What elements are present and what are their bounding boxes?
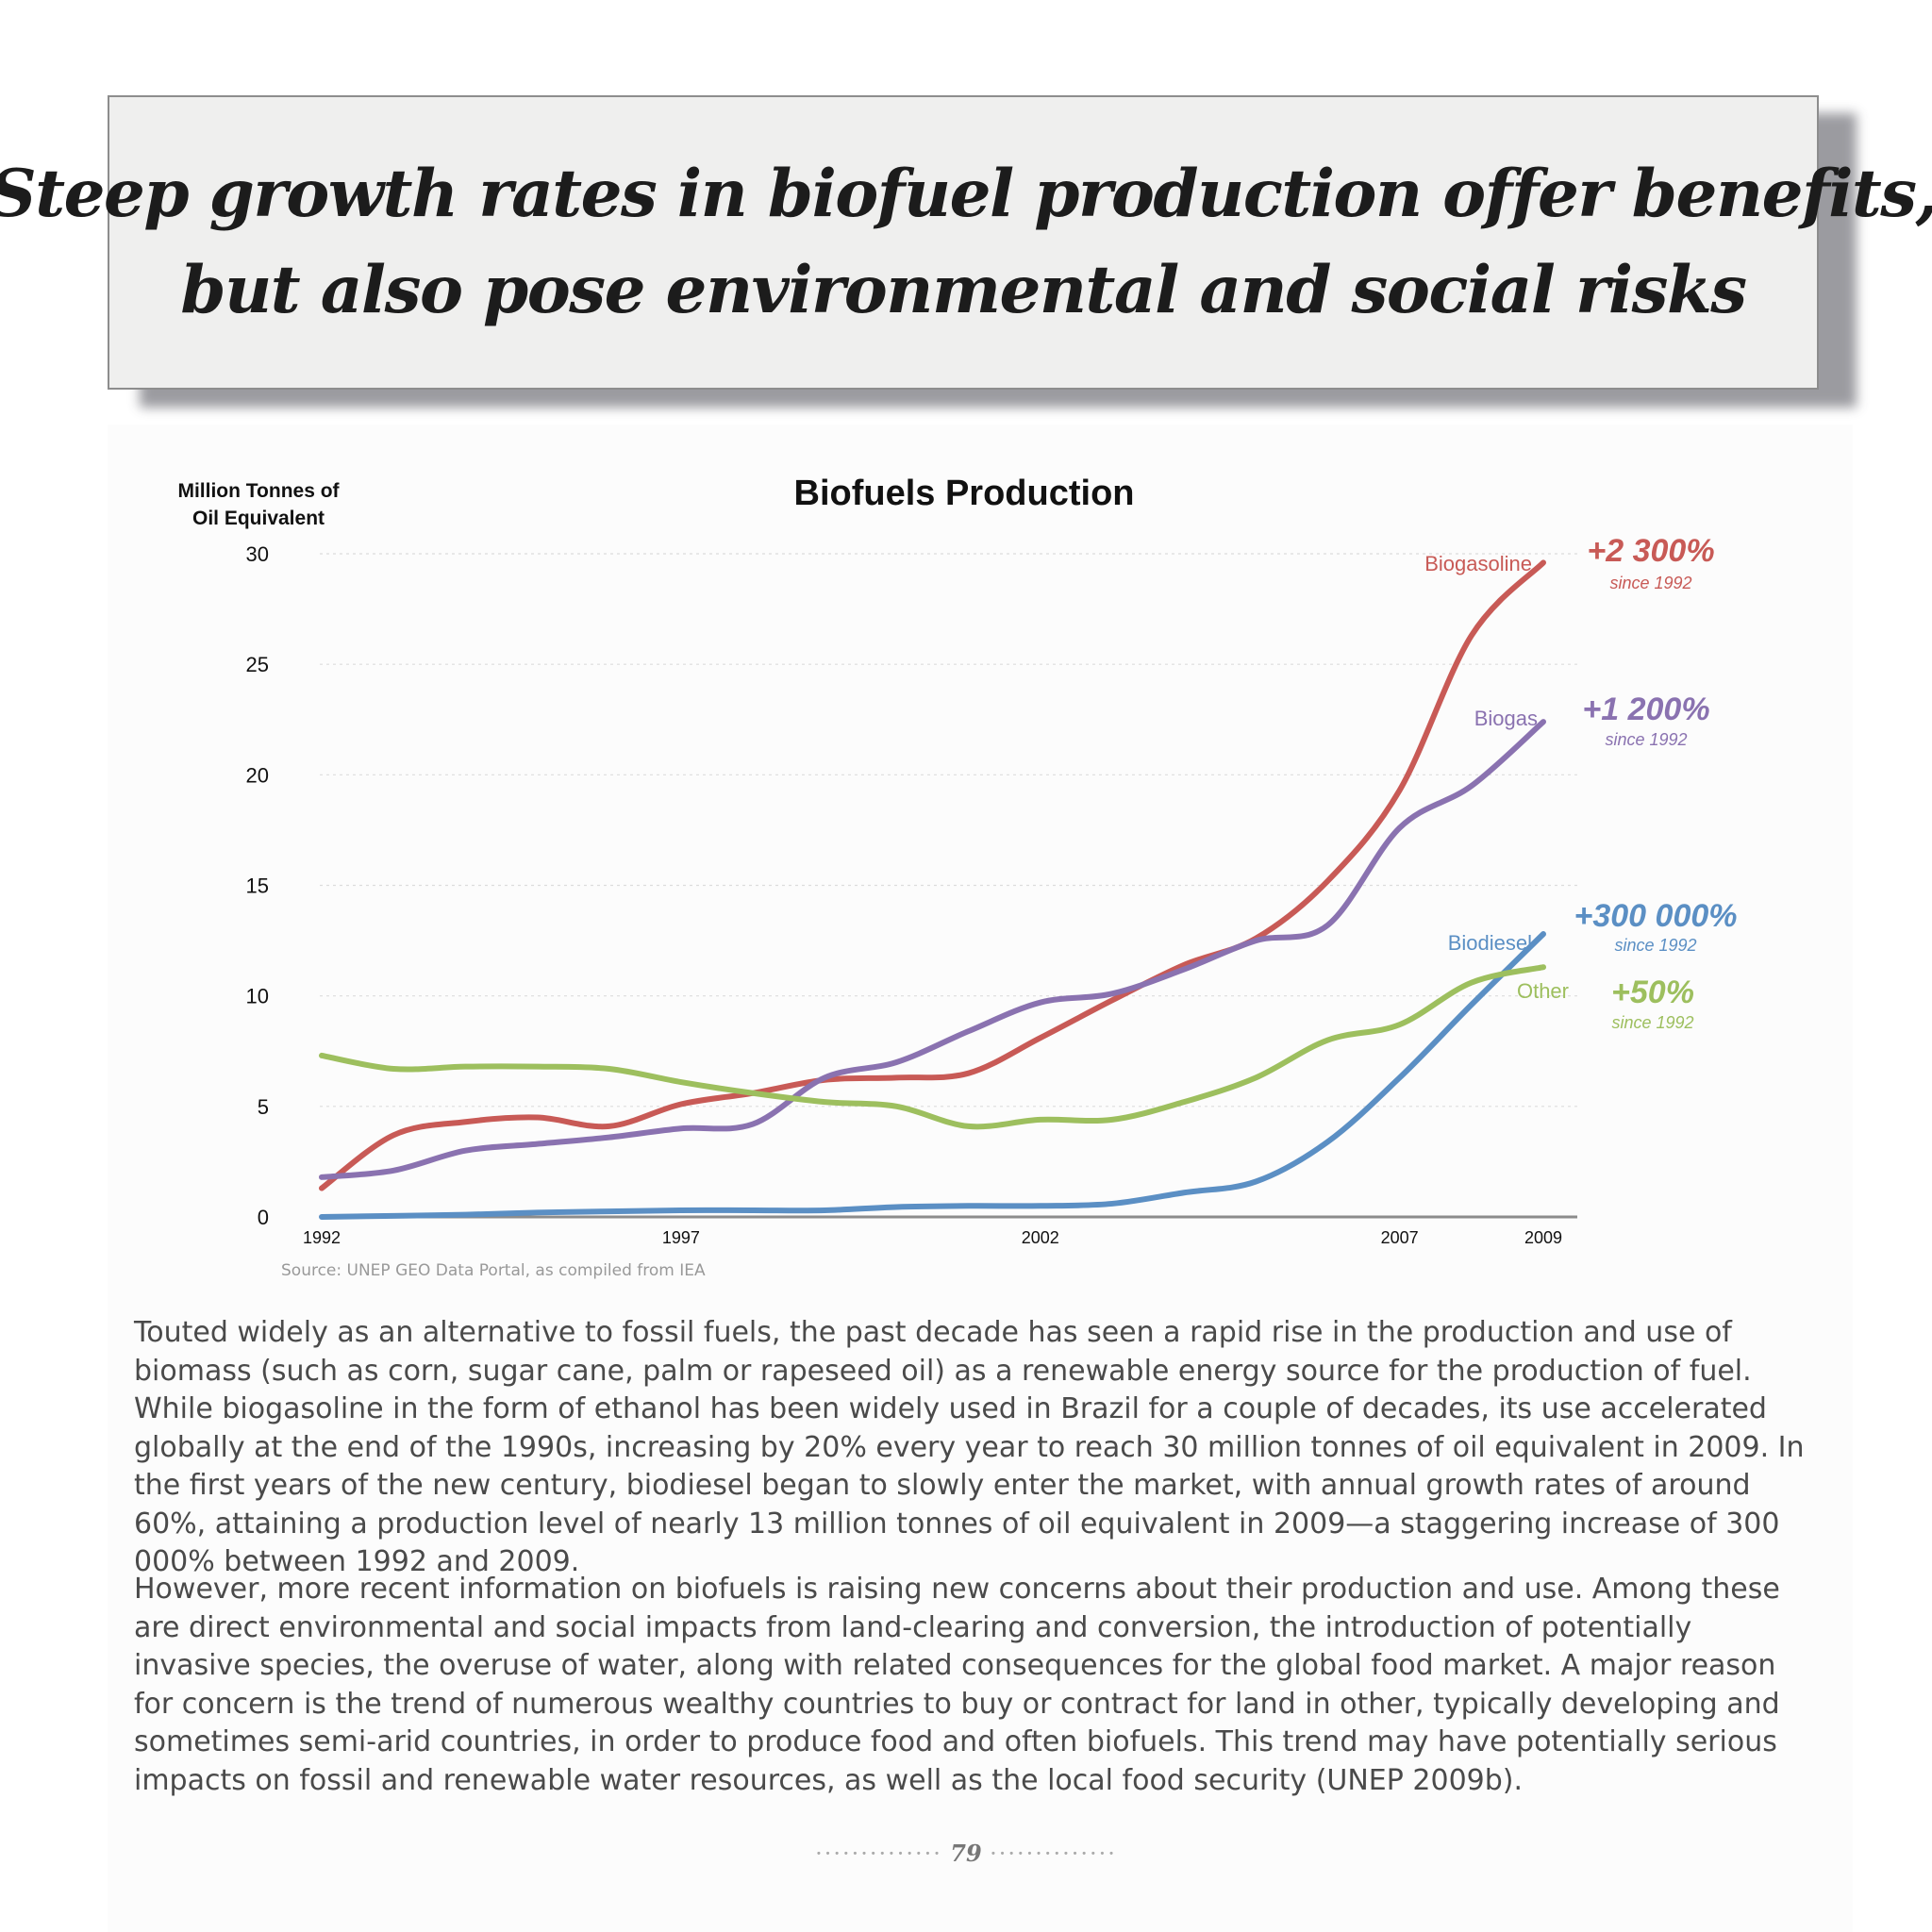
- series-lines: [319, 559, 1546, 1220]
- headline-line-2: but also pose environmental and social r…: [180, 252, 1747, 328]
- series-label-biogas: Biogas: [1474, 707, 1538, 730]
- x-tick-label: 1992: [303, 1228, 341, 1247]
- x-tick-label: 2009: [1524, 1228, 1562, 1247]
- y-tick-label: 20: [246, 763, 269, 787]
- x-tick-label: 1997: [662, 1228, 700, 1247]
- footer-dots-left: ··············: [815, 1840, 942, 1867]
- chart-labels: Biogasoline +2 300% since 1992 Biogas +1 200…: [1424, 533, 1737, 1032]
- footer-dots-right: ··············: [990, 1840, 1117, 1867]
- series-line-other: [319, 964, 1546, 1130]
- growth-annotation-sub-biogas: since 1992: [1605, 730, 1687, 749]
- growth-annotation-biogas: +1 200%: [1582, 691, 1709, 727]
- series-label-biogasoline: Biogasoline: [1424, 552, 1532, 575]
- y-tick-label: 15: [246, 874, 269, 898]
- y-tick-label: 5: [258, 1095, 269, 1119]
- growth-annotation-biodiesel: +300 000%: [1574, 898, 1738, 934]
- y-tick-label: 30: [246, 542, 269, 566]
- axes: 0 5 10 15 20 25 30 1992 1997 2002 2007 2009: [246, 542, 1577, 1247]
- growth-annotation-sub-other: since 1992: [1611, 1013, 1693, 1032]
- series-line-biogas: [319, 719, 1546, 1180]
- growth-annotation-other: +50%: [1611, 974, 1694, 1010]
- headline-line-1: Steep growth rates in biofuel production…: [0, 156, 1932, 232]
- series-label-biodiesel: Biodiesel: [1448, 931, 1532, 955]
- x-tick-label: 2007: [1381, 1228, 1419, 1247]
- grid-lines: [320, 553, 1577, 1108]
- growth-annotation-sub-biodiesel: since 1992: [1614, 936, 1696, 955]
- body-paragraph-2: However, more recent information on biof…: [134, 1573, 1780, 1797]
- biofuels-chart: 0 5 10 15 20 25 30 1992 1997 2002 2007 2009 Biogaso…: [177, 474, 1737, 1280]
- y-tick-label: 0: [258, 1206, 269, 1229]
- headline-box: Steep growth rates in biofuel production…: [0, 95, 1932, 390]
- page-number: 79: [950, 1840, 982, 1867]
- growth-annotation-sub-biogasoline: since 1992: [1609, 574, 1691, 592]
- content-panel: [108, 425, 1853, 1932]
- series-label-other: Other: [1517, 979, 1569, 1003]
- x-tick-label: 2002: [1022, 1228, 1059, 1247]
- page-footer: ·············· 79 ··············: [0, 1840, 1932, 1867]
- y-axis-label-line-2: Oil Equivalent: [192, 508, 325, 529]
- series-line-biogasoline: [319, 559, 1546, 1191]
- y-tick-label: 25: [246, 653, 269, 676]
- y-tick-label: 10: [246, 985, 269, 1008]
- chart-source: Source: UNEP GEO Data Portal, as compile…: [281, 1261, 706, 1280]
- body-paragraph-1: Touted widely as an alternative to fossi…: [134, 1316, 1805, 1578]
- chart-title: Biofuels Production: [794, 474, 1135, 513]
- y-axis-label-line-1: Million Tonnes of: [177, 480, 340, 502]
- growth-annotation-biogasoline: +2 300%: [1587, 533, 1714, 569]
- series-line-biodiesel: [319, 931, 1546, 1220]
